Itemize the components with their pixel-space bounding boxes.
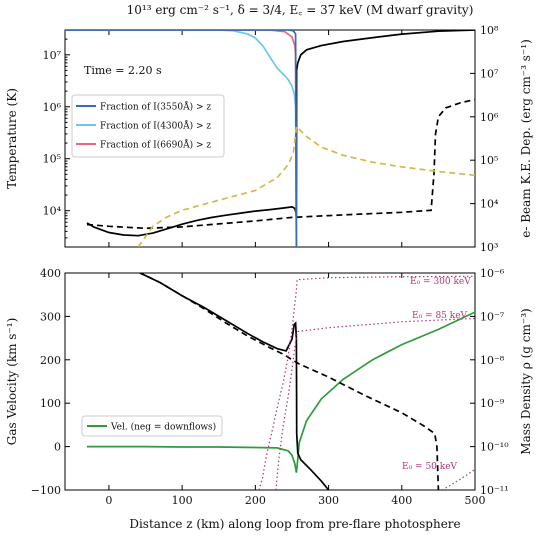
legend-label: Fraction of I(4300Å) > z [100, 120, 211, 132]
legend: Fraction of I(3550Å) > z Fraction of I(43… [71, 94, 225, 158]
series-line-temperature [86, 30, 475, 237]
x-tick-label: 200 [245, 494, 266, 507]
series-line-fraction-of-i-4300-z [65, 30, 298, 247]
series-line-initial-density [138, 273, 440, 490]
top-series-group [65, 30, 475, 247]
series-line-e-300-kev [258, 275, 475, 490]
energy-annotation: E₀ = 300 keV [410, 277, 471, 287]
legend-label: Fraction of I(3550Å) > z [100, 101, 211, 113]
y-left-tick-label: −100 [31, 484, 61, 497]
figure-title: 10¹³ erg cm⁻² s⁻¹, δ = 3/4, E꜀ = 37 keV … [127, 3, 474, 17]
series-line-fraction-of-i-3550-z [65, 30, 298, 247]
series-line-density [138, 273, 330, 490]
series-line-e-beam-deposition [137, 124, 475, 247]
y-right-tick-label: 10⁴ [480, 198, 499, 211]
y-left-tick-label: 10⁴ [43, 205, 62, 218]
y-left-tick-label: 300 [40, 310, 61, 323]
y-left-tick-label: 10⁵ [43, 153, 61, 166]
legend: Vel. (neg = downflows) [81, 415, 223, 437]
y-left-tick-label: 10⁷ [43, 49, 62, 62]
series-line-e-85-kev [275, 317, 475, 490]
series-line-beam-heating [86, 98, 475, 230]
y-right-tick-label: 10⁻⁷ [480, 310, 505, 323]
y-right-axis-label: Mass Density ρ (g cm⁻³) [519, 308, 533, 454]
y-left-tick-label: 0 [54, 441, 61, 454]
y-right-tick-label: 10⁸ [480, 24, 499, 37]
bottom-plot-frame [64, 272, 476, 491]
y-right-tick-label: 10⁵ [480, 154, 498, 167]
y-left-tick-label: 10⁶ [43, 101, 62, 114]
y-left-tick-label: 200 [40, 354, 61, 367]
y-right-tick-label: 10³ [480, 241, 498, 254]
x-tick-label: 500 [465, 494, 486, 507]
y-left-tick-label: 100 [40, 397, 61, 410]
energy-annotation: E₀ = 85 keV [412, 311, 468, 321]
bottom-series-group [87, 273, 475, 490]
x-tick-label: 0 [105, 494, 112, 507]
y-left-axis-label: Gas Velocity (km s⁻¹) [5, 318, 19, 446]
series-line-vel-neg-downflows- [87, 311, 475, 473]
x-tick-label: 300 [318, 494, 339, 507]
x-tick-label: 400 [391, 494, 412, 507]
y-right-tick-label: 10⁻¹¹ [480, 484, 509, 497]
x-axis-label: Distance z (km) along loop from pre-flar… [129, 517, 460, 531]
y-right-tick-label: 10⁻⁸ [480, 354, 505, 367]
legend-label: Vel. (neg = downflows) [110, 422, 216, 433]
series-line-e-50-kev [441, 468, 475, 490]
time-annotation: Time = 2.20 s [84, 64, 162, 77]
y-right-tick-label: 10⁶ [480, 111, 499, 124]
legend-label: Fraction of I(6690Å) > z [100, 139, 211, 151]
y-right-tick-label: 10⁻⁹ [480, 397, 505, 410]
y-left-axis-label: Temperature (K) [5, 88, 19, 189]
bottom-panel: 0 100 200 300 400 500 −100 0 100 200 300 400 10⁻¹¹ 10… [5, 267, 533, 507]
top-panel: 10⁴ 10⁵ 10⁶ 10⁷ 10³ 10⁴ 10⁵ 10⁶ 10⁷ 10⁸ Temperatur… [5, 24, 533, 254]
legend-box [71, 94, 225, 158]
energy-annotation: E₀ = 50 keV [402, 462, 458, 472]
legend-box [81, 415, 223, 437]
y-right-axis-label: e- Beam K.E. Dep. (erg cm⁻³ s⁻¹) [519, 39, 533, 238]
y-right-tick-label: 10⁻¹⁰ [480, 441, 509, 454]
x-tick-label: 100 [172, 494, 193, 507]
y-left-tick-label: 400 [40, 267, 61, 280]
y-right-tick-label: 10⁷ [480, 67, 499, 80]
y-right-tick-label: 10⁻⁶ [480, 267, 505, 280]
